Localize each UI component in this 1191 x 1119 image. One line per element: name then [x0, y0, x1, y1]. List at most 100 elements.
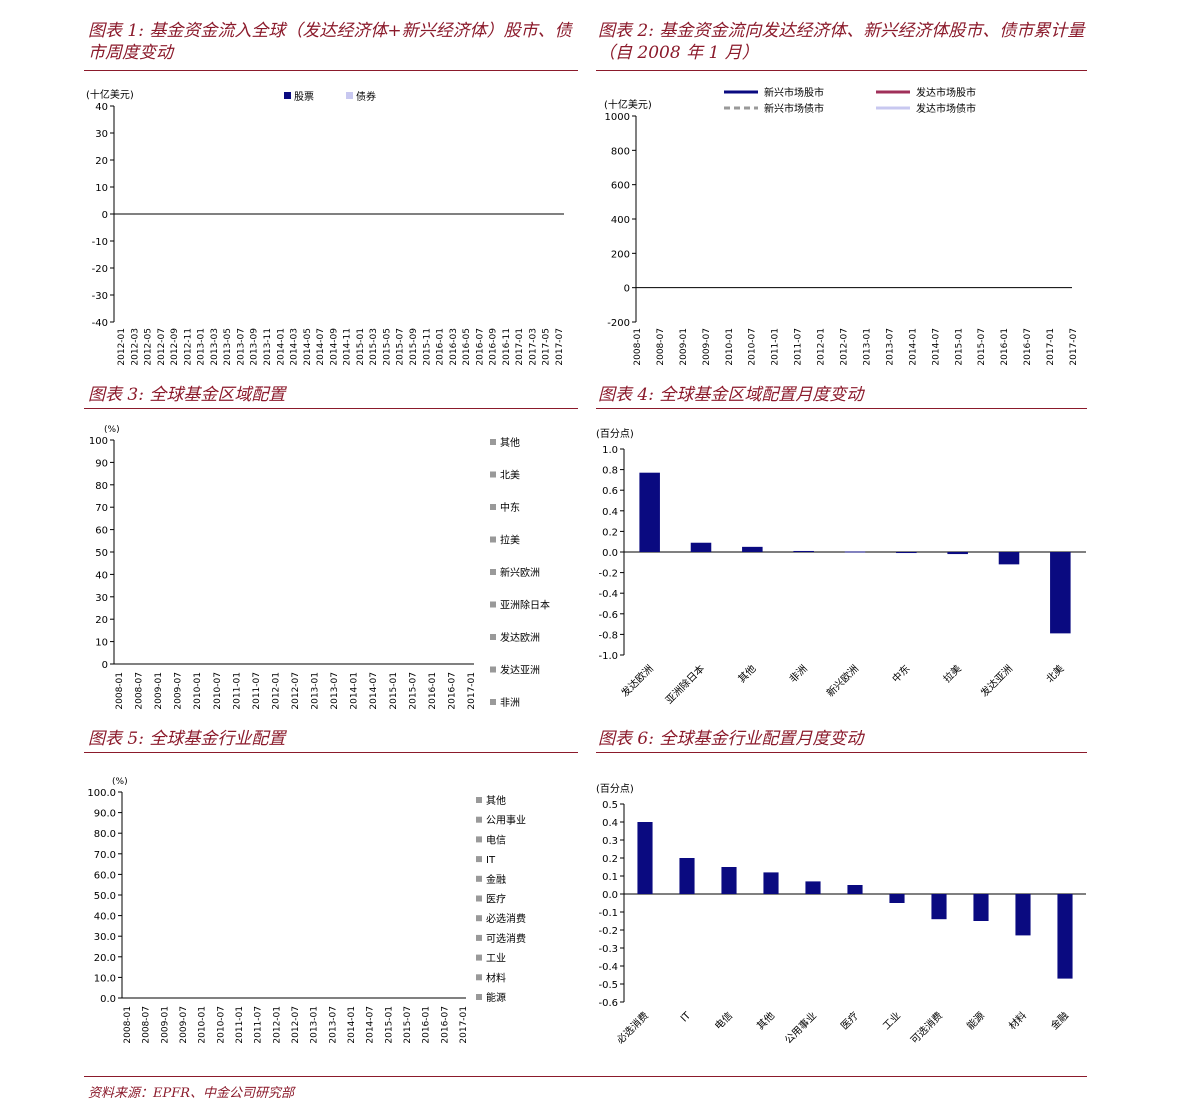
chart-1-ytick-label: 0 [102, 210, 108, 221]
chart-5-legend-swatch [476, 895, 482, 902]
chart-5-svg: (%)100.0 90.0 80.0 70.0 60.0 50.0 40.0 30.0 20.0… [87, 777, 526, 1044]
chart-2-xtick-label: 2011-07 [794, 328, 804, 366]
chart-3-legend-swatch [490, 536, 496, 543]
chart-6-bar [721, 867, 737, 894]
chart-4-ytick-label: -0.8 [598, 630, 618, 641]
chart-2-xtick-label: 2014-01 [908, 328, 918, 366]
chart-2-xtick-label: 2013-07 [885, 328, 895, 366]
chart-3-legend-label: 新兴欧洲 [500, 566, 540, 579]
chart-1-ytick-label: -20 [92, 264, 108, 275]
chart-1-xtick-label: 2012-07 [157, 328, 167, 366]
chart-6-bar [931, 894, 947, 920]
chart-6-xtick-label: 电信 [712, 1009, 735, 1032]
chart-2-xtick-label: 2011-01 [771, 328, 781, 366]
chart-4-xtick-label: 发达亚洲 [978, 662, 1015, 699]
chart-2-xtick-label: 2012-01 [817, 328, 827, 366]
chart-1-ytick-label: -30 [92, 291, 108, 302]
chart-5-xtick-label: 2015-01 [384, 1006, 394, 1044]
chart-1-ytick-label: -40 [92, 318, 108, 329]
chart-1-xtick-label: 2013-05 [223, 328, 233, 366]
chart-6-bar [889, 894, 905, 903]
chart-1-xtick-label: 2016-09 [489, 328, 499, 366]
chart-1-xtick-label: 2017-01 [515, 328, 525, 366]
chart-5-legend-swatch [476, 954, 482, 961]
chart-6-rule [596, 752, 1087, 753]
chart-6-ytick-label: -0.4 [598, 962, 618, 973]
chart-3-ytick-label: 40 [95, 570, 108, 581]
chart-6-xtick-label: 材料 [1006, 1009, 1029, 1032]
chart-2-xtick-label: 2009-07 [702, 328, 712, 366]
chart-4-ytick-label: -0.4 [598, 589, 618, 600]
chart-1-xtick-label: 2015-05 [382, 328, 392, 366]
chart-4-bar [639, 472, 660, 552]
chart-1-xtick-label: 2015-07 [396, 328, 406, 366]
chart-1-ytick-label: -10 [92, 237, 108, 248]
chart-4-bar [690, 542, 712, 552]
chart-1-xtick-label: 2014-09 [329, 328, 339, 366]
chart-2-xtick-label: 2013-01 [862, 328, 872, 366]
chart-3-ytick-label: 70 [95, 503, 108, 514]
chart-6-title: 图表 6: 全球基金行业配置月度变动 [598, 729, 864, 749]
chart-5-title: 图表 5: 全球基金行业配置 [88, 729, 286, 749]
chart-4-xtick-label: 北美 [1043, 662, 1066, 685]
chart-3-xtick-label: 2016-01 [428, 672, 438, 710]
chart-3-xtick-label: 2017-01 [467, 672, 477, 710]
chart-5-ytick-label: 0.0 [100, 994, 116, 1005]
chart-4-bar [896, 552, 917, 554]
chart-4-xtick-label: 拉美 [940, 662, 963, 685]
chart-5-legend-swatch [476, 915, 482, 922]
chart-2-xtick-label: 2016-07 [1023, 328, 1033, 366]
chart-6-bar [847, 885, 863, 894]
chart-3-ytick-label: 30 [95, 593, 108, 604]
chart-6-bar [1057, 894, 1073, 979]
chart-3-legend-swatch [490, 471, 496, 478]
chart-4-bar [793, 550, 814, 552]
chart-5-xtick-label: 2009-01 [160, 1006, 170, 1044]
chart-5-ytick-label: 50.0 [94, 891, 116, 902]
chart-5-xtick-label: 2012-07 [291, 1006, 301, 1044]
chart-1-xtick-label: 2012-11 [183, 328, 193, 366]
chart-6-ytick-label: -0.1 [598, 908, 618, 919]
chart-1-xtick-label: 2016-07 [475, 328, 485, 366]
chart-5-xtick-label: 2016-01 [422, 1006, 432, 1044]
chart-6-xtick-label: 医疗 [838, 1009, 861, 1032]
chart-3-legend-label: 拉美 [500, 534, 520, 547]
chart-5-ytick-label: 10.0 [94, 973, 116, 984]
chart-6-unit-label: (百分点) [596, 783, 634, 795]
chart-3-legend-swatch [490, 601, 496, 608]
chart-1-xtick-label: 2012-05 [144, 328, 154, 366]
chart-5-xtick-label: 2015-07 [403, 1006, 413, 1044]
chart-5-xtick-label: 2017-01 [459, 1006, 469, 1044]
chart-6-ytick-label: 0.3 [602, 836, 618, 847]
chart-6-bar [637, 822, 653, 894]
chart-4-ytick-label: 0.0 [602, 548, 618, 559]
chart-1-xtick-label: 2013-03 [210, 328, 220, 366]
chart-6-bar [763, 872, 779, 894]
chart-1-xtick-label: 2015-01 [356, 328, 366, 366]
chart-1-unit-label: (十亿美元) [86, 88, 134, 101]
chart-1-ytick-label: 30 [95, 129, 108, 140]
chart-3-xtick-label: 2012-01 [271, 672, 281, 710]
chart-3-legend-swatch [490, 666, 496, 673]
chart-5-xtick-label: 2014-07 [366, 1006, 376, 1044]
chart-1-xtick-label: 2016-11 [502, 328, 512, 366]
chart-4-xtick-label: 亚洲除日本 [663, 662, 708, 707]
chart-2-legend-label: 发达市场债市 [916, 102, 976, 115]
chart-1-legend-swatch [346, 92, 353, 99]
chart-1-xtick-label: 2013-11 [263, 328, 273, 366]
chart-5-legend-swatch [476, 875, 482, 882]
chart-3-legend-label: 亚洲除日本 [500, 599, 550, 612]
chart-2-ytick-label: 400 [611, 215, 630, 226]
chart-2-xtick-label: 2010-01 [725, 328, 735, 366]
chart-4-ytick-label: 0.8 [602, 466, 618, 477]
chart-2-xtick-label: 2015-01 [954, 328, 964, 366]
chart-3-legend-label: 发达亚洲 [500, 664, 540, 677]
chart-1-rule [84, 70, 578, 71]
chart-3-legend-swatch [490, 569, 496, 575]
chart-5-ytick-label: 40.0 [94, 912, 116, 923]
chart-5-legend-swatch [476, 797, 482, 803]
chart-2-legend-label: 新兴市场股市 [764, 86, 824, 99]
chart-5-legend-label: 其他 [486, 794, 506, 807]
chart-3-rule [84, 408, 578, 409]
chart-5-legend-swatch [476, 836, 482, 843]
